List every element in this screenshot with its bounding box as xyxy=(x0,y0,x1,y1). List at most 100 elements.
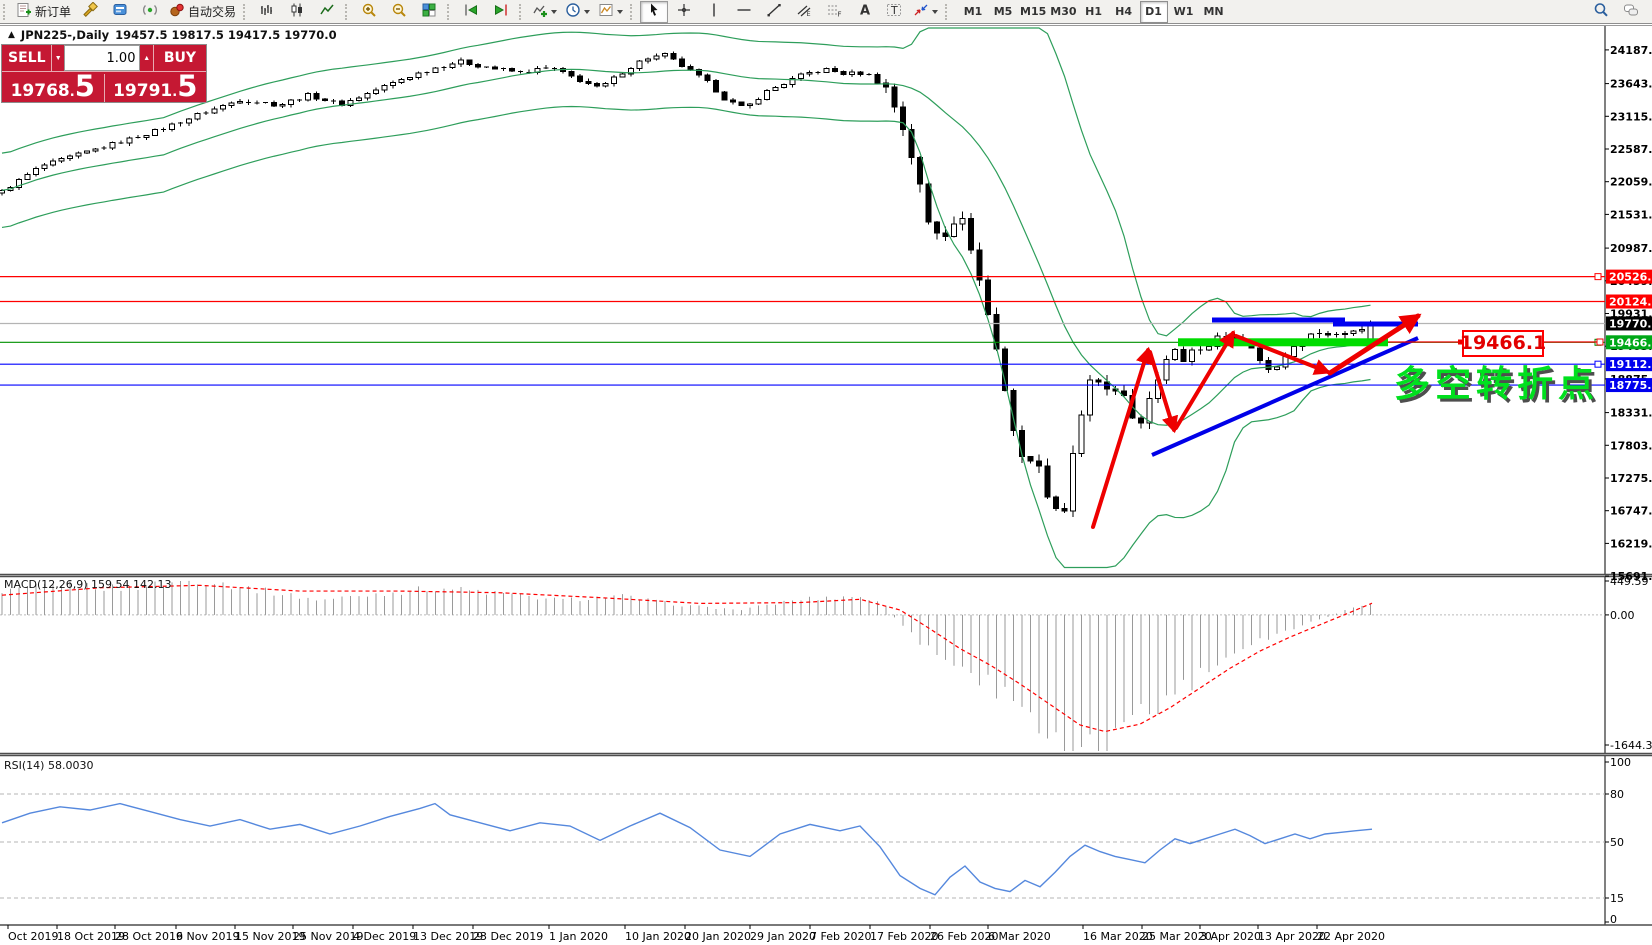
toolbar-group-grip[interactable] xyxy=(447,3,453,20)
hammer-button[interactable] xyxy=(76,1,104,23)
rsi-axis[interactable]: 100 80 50 15 0 xyxy=(1605,756,1631,926)
auto-scroll-button[interactable] xyxy=(457,1,485,23)
green-band-trendline[interactable] xyxy=(1178,338,1388,347)
tile-windows-button[interactable] xyxy=(415,1,443,23)
timeframe-h4[interactable]: H4 xyxy=(1115,5,1132,18)
new-order-button[interactable]: 新订单 xyxy=(13,1,74,23)
vertical-line-icon xyxy=(706,2,722,22)
line-chart-button[interactable] xyxy=(313,1,341,23)
timeframe-h1[interactable]: H1 xyxy=(1085,5,1102,18)
macd-axis[interactable]: 449.59 0.00 -1644.35 xyxy=(1605,575,1652,752)
volume-input[interactable] xyxy=(64,45,141,71)
annotations-layer[interactable] xyxy=(1091,313,1604,529)
crosshair-button[interactable] xyxy=(670,1,698,23)
svg-text:18 Oct 2019: 18 Oct 2019 xyxy=(57,930,125,943)
panel-frames xyxy=(0,25,1652,945)
periods-dropdown-caret[interactable] xyxy=(584,9,591,14)
cursor-button[interactable] xyxy=(640,0,669,23)
periods-icon xyxy=(565,2,581,22)
svg-text:50: 50 xyxy=(1610,836,1624,849)
signal-icon xyxy=(142,2,158,22)
price-axis[interactable]: 24187.0 23643.0 23115.0 22587.0 22059.0 21531… xyxy=(1594,44,1652,583)
timeframe-m5[interactable]: M5 xyxy=(993,5,1013,18)
svg-text:17 Feb 2020: 17 Feb 2020 xyxy=(870,930,938,943)
search-button[interactable] xyxy=(1587,1,1615,23)
templates-dropdown-caret[interactable] xyxy=(617,9,624,14)
vertical-line-button[interactable] xyxy=(700,1,728,23)
volume-increase-button[interactable]: ▲ xyxy=(140,45,153,71)
chart-header: ▲ JPN225-,Daily 19457.5 19817.5 19417.5 … xyxy=(8,28,337,42)
trendline-icon xyxy=(766,2,782,22)
zoom-in-button[interactable] xyxy=(355,1,383,23)
text-button[interactable]: A xyxy=(850,1,878,23)
svg-text:Oct 2019: Oct 2019 xyxy=(8,930,59,943)
price-divider xyxy=(103,73,105,102)
signal-button[interactable] xyxy=(136,1,164,23)
bollinger-layer xyxy=(1,27,1371,569)
toolbar-group-grip[interactable] xyxy=(630,3,636,20)
svg-text:10 Jan 2020: 10 Jan 2020 xyxy=(625,930,691,943)
timeframe-m1[interactable]: M1 xyxy=(963,5,983,18)
svg-text:80: 80 xyxy=(1610,788,1624,801)
svg-text:7 Feb 2020: 7 Feb 2020 xyxy=(810,930,871,943)
candle-chart-button[interactable] xyxy=(283,1,311,23)
toolbar-group-grip[interactable] xyxy=(519,3,525,20)
templates-button[interactable] xyxy=(595,1,626,23)
arrows-button[interactable] xyxy=(910,1,941,23)
svg-text:1 Jan 2020: 1 Jan 2020 xyxy=(549,930,608,943)
add-indicator-button[interactable] xyxy=(529,1,560,23)
buy-button[interactable]: BUY xyxy=(152,45,206,71)
price-callout-box[interactable]: 19466.1 xyxy=(1460,330,1546,357)
toolbar-group-grip[interactable] xyxy=(345,3,351,20)
timeframe-mn[interactable]: MN xyxy=(1203,5,1224,18)
chat-button[interactable] xyxy=(1617,1,1645,23)
channel-button[interactable]: E xyxy=(790,1,818,23)
timeframe-m30[interactable]: M30 xyxy=(1050,5,1077,18)
red-zigzag-arrow[interactable] xyxy=(1327,313,1422,376)
timeframe-w1[interactable]: W1 xyxy=(1173,5,1194,18)
svg-text:-1644.35: -1644.35 xyxy=(1610,739,1652,752)
terminal-button[interactable] xyxy=(106,1,134,23)
fibonacci-icon: F xyxy=(826,2,842,22)
autotrading-button[interactable]: 自动交易 xyxy=(166,1,239,23)
sell-button[interactable]: SELL xyxy=(2,45,52,71)
chart-ohlc: 19457.5 19817.5 19417.5 19770.0 xyxy=(115,28,337,42)
red-zigzag-arrow[interactable] xyxy=(1174,330,1235,430)
bar-chart-button[interactable] xyxy=(253,1,281,23)
macd-pane[interactable] xyxy=(0,580,1605,751)
rsi-indicator-label: RSI(14) 58.0030 xyxy=(4,759,94,772)
red-zigzag-arrow[interactable] xyxy=(1148,350,1179,434)
fibonacci-button[interactable]: F xyxy=(820,1,848,23)
zoom-out-button[interactable] xyxy=(385,1,413,23)
volume-decrease-button[interactable]: ▼ xyxy=(52,45,65,71)
annotation-text[interactable]: 多空转折点 xyxy=(1394,364,1600,405)
one-click-collapse-icon[interactable]: ▲ xyxy=(8,30,15,40)
arrows-icon xyxy=(913,2,929,22)
periods-button[interactable] xyxy=(562,1,593,23)
timeframe-m15[interactable]: M15 xyxy=(1020,5,1047,18)
trendline-button[interactable] xyxy=(760,1,788,23)
toolbar-right-icons xyxy=(1586,1,1646,23)
rsi-pane[interactable] xyxy=(0,793,1605,899)
svg-text:20 Jan 2020: 20 Jan 2020 xyxy=(685,930,751,943)
svg-text:16219.0: 16219.0 xyxy=(1610,537,1652,550)
chart-shift-button[interactable] xyxy=(487,1,515,23)
svg-text:16747.0: 16747.0 xyxy=(1610,505,1652,518)
label-button[interactable]: T xyxy=(880,1,908,23)
toolbar-group-grip[interactable] xyxy=(945,3,951,20)
red-zigzag-arrow[interactable] xyxy=(1091,346,1153,529)
add-indicator-dropdown-caret[interactable] xyxy=(551,9,558,14)
blue-uptrend-line[interactable] xyxy=(1151,336,1419,457)
macd-indicator-label: MACD(12,26,9) 159.54 142.13 xyxy=(4,578,172,591)
red-zigzag-arrow[interactable] xyxy=(1234,334,1332,375)
chart-area[interactable]: 24187.0 23643.0 23115.0 22587.0 22059.0 21531… xyxy=(0,24,1652,945)
toolbar-group-grip[interactable] xyxy=(243,3,249,20)
timeframe-d1[interactable]: D1 xyxy=(1139,0,1168,23)
svg-text:18331.0: 18331.0 xyxy=(1610,407,1652,420)
arrows-dropdown-caret[interactable] xyxy=(932,9,939,14)
horizontal-line-button[interactable] xyxy=(730,1,758,23)
svg-text:4 Dec 2019: 4 Dec 2019 xyxy=(353,930,416,943)
buy-price: 19791.5 xyxy=(113,69,198,103)
toolbar-group-grip[interactable] xyxy=(3,3,9,20)
